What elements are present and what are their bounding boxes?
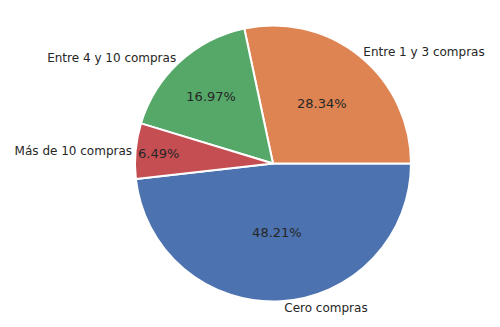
svg-text:Más de 10 compras: Más de 10 compras [15,144,132,158]
svg-text:Entre 1 y 3 compras: Entre 1 y 3 compras [363,45,484,59]
svg-text:48.21%: 48.21% [252,225,302,240]
svg-text:28.34%: 28.34% [297,96,347,111]
svg-text:Cero compras: Cero compras [284,301,367,315]
svg-text:6.49%: 6.49% [138,146,179,161]
svg-text:16.97%: 16.97% [186,89,236,104]
svg-text:Entre 4 y 10 compras: Entre 4 y 10 compras [47,51,176,65]
